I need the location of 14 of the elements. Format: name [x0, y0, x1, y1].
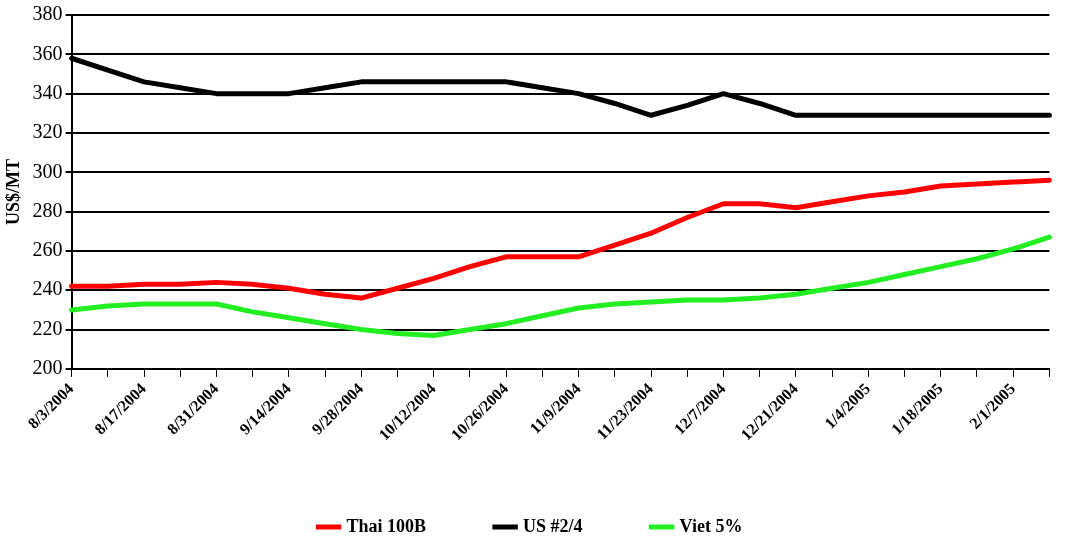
y-tick-label: 220	[32, 316, 63, 339]
legend-label: Viet 5%	[679, 515, 743, 536]
y-tick-label: 300	[32, 159, 63, 182]
y-tick-label: 340	[32, 80, 63, 103]
y-axis-title: US$/MT	[3, 158, 24, 225]
y-tick-label: 240	[32, 277, 63, 300]
y-tick-label: 200	[32, 356, 63, 379]
y-tick-label: 380	[32, 2, 63, 25]
y-tick-label: 260	[32, 238, 63, 261]
y-tick-label: 320	[32, 120, 63, 143]
legend-label: Thai 100B	[346, 515, 427, 536]
y-tick-label: 360	[32, 41, 63, 64]
legend-label: US #2/4	[523, 515, 583, 536]
y-tick-label: 280	[32, 198, 63, 221]
